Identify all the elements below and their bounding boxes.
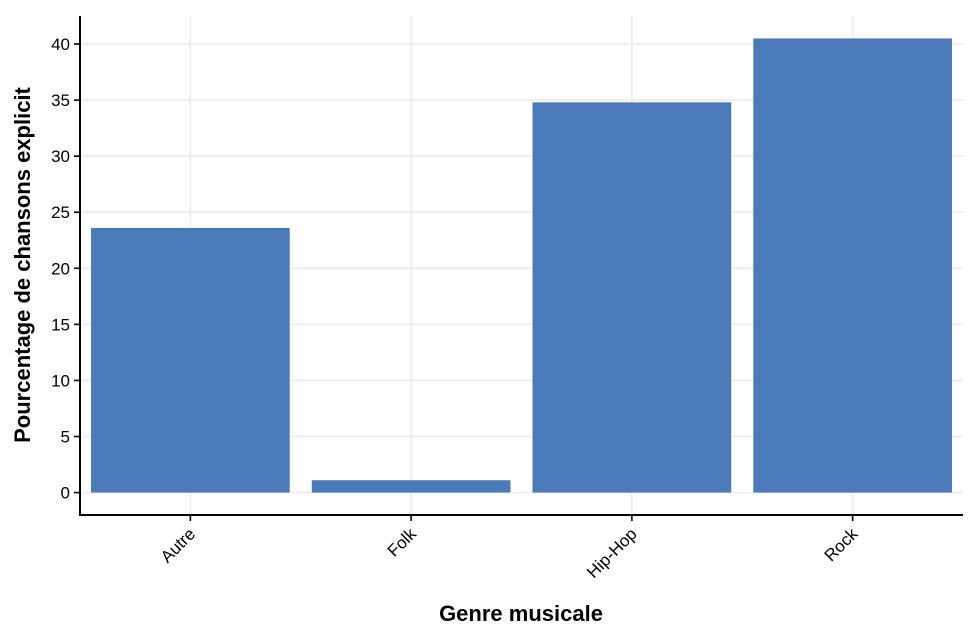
axes <box>79 16 963 516</box>
y-tick-label: 10 <box>51 371 70 390</box>
x-ticks: Autre Folk Hip-Hop Rock <box>157 515 862 582</box>
x-tick-label: Hip-Hop <box>583 524 641 582</box>
y-tick-label: 0 <box>61 484 70 503</box>
y-tick-label: 30 <box>51 147 70 166</box>
x-tick-label: Rock <box>821 524 862 565</box>
y-tick-label: 25 <box>51 203 70 222</box>
y-tick-label: 40 <box>51 35 70 54</box>
bar-hip-hop <box>532 102 732 493</box>
x-axis-title: Genre musicale <box>439 601 603 626</box>
bars <box>91 38 952 493</box>
x-tick-label: Autre <box>157 524 199 566</box>
x-tick-label: Folk <box>384 524 420 560</box>
y-ticks: 0 5 10 15 20 25 30 35 40 <box>51 35 80 503</box>
y-tick-label: 15 <box>51 315 70 334</box>
y-tick-label: 5 <box>61 428 70 447</box>
y-axis-title: Pourcentage de chansons explicit <box>10 86 35 442</box>
y-tick-label: 20 <box>51 259 70 278</box>
y-tick-label: 35 <box>51 91 70 110</box>
bar-autre <box>91 227 290 493</box>
bar-rock <box>753 38 952 493</box>
bar-folk <box>311 480 511 493</box>
